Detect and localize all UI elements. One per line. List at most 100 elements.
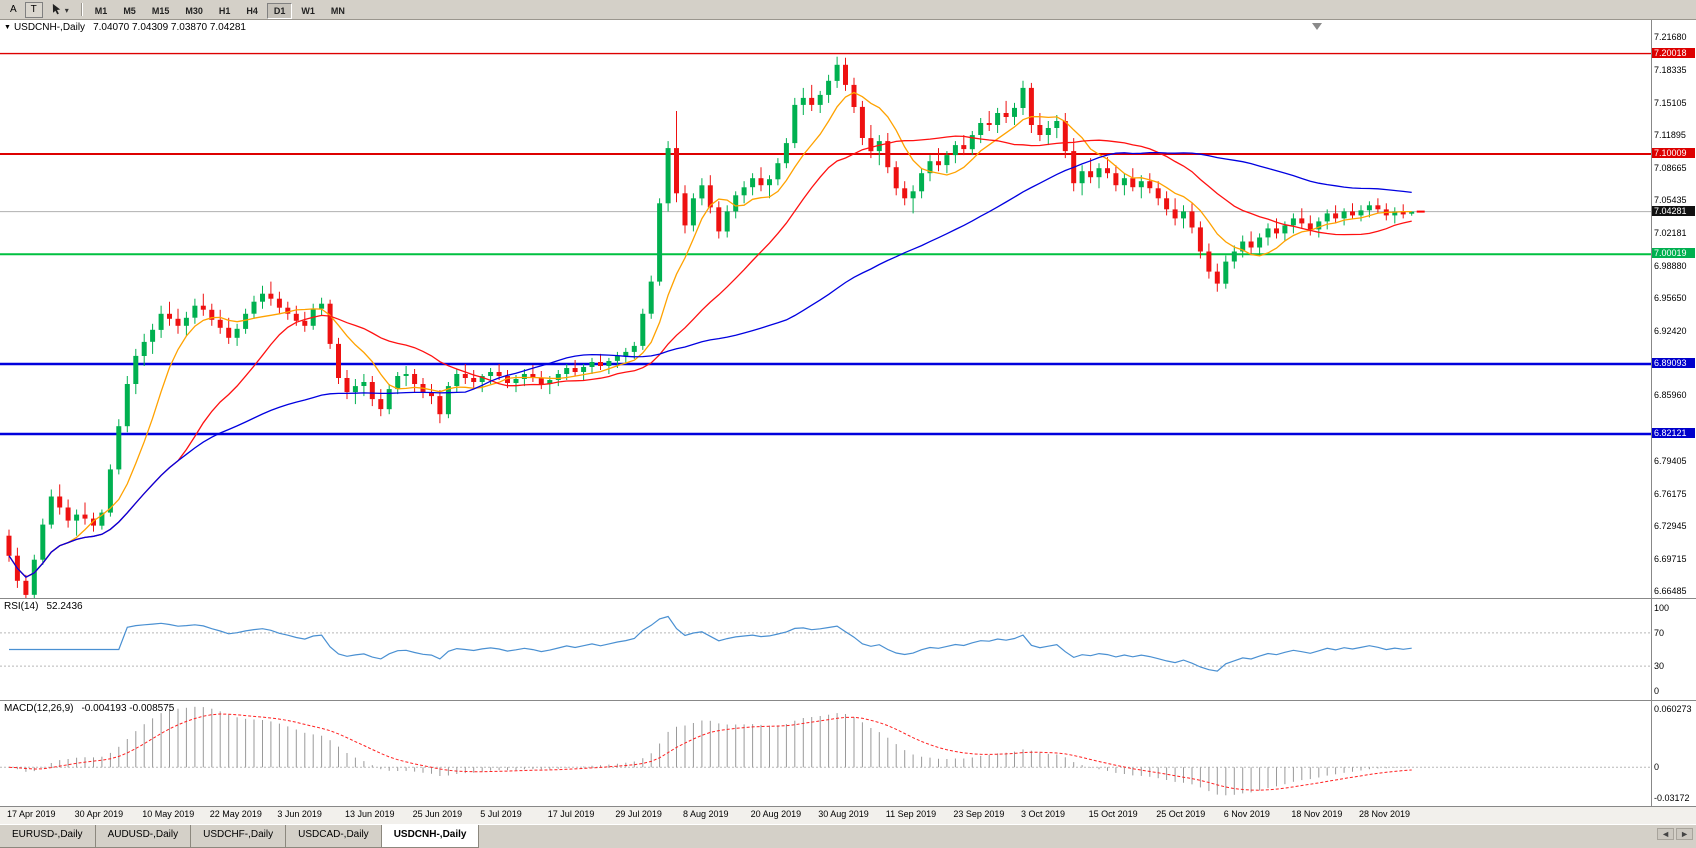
date-label: 3 Oct 2019: [1021, 809, 1066, 819]
price-axis-label: 7.18335: [1654, 65, 1687, 76]
date-label: 25 Jun 2019: [412, 809, 463, 819]
tab-scroll-arrows: ◄ ►: [1655, 828, 1693, 840]
tab-scroll-left-icon[interactable]: ◄: [1657, 828, 1675, 840]
rsi-axis-label: 30: [1654, 661, 1665, 672]
price-axis[interactable]: 7.21680 7.18335 7.15105 7.11895 7.08665 7.054…: [1651, 20, 1696, 598]
price-axis-label: 7.15105: [1654, 97, 1687, 108]
timeframe-button-m15[interactable]: M15: [151, 5, 170, 16]
date-label: 10 May 2019: [142, 809, 195, 819]
price-chart-plot[interactable]: [0, 20, 1652, 598]
rsi-axis-label: 70: [1654, 627, 1665, 638]
macd-label: MACD(12,26,9): [4, 703, 74, 714]
candlestick-chart: [0, 23, 1652, 598]
price-axis-label: 6.92420: [1654, 325, 1687, 336]
price-axis-label: 6.79405: [1654, 456, 1687, 467]
date-label: 29 Jul 2019: [615, 809, 662, 819]
rsi-line-chart: [0, 615, 1652, 672]
chart-title: ▼ USDCNH-,Daily 7.04070 7.04309 7.03870 7.…: [4, 22, 246, 33]
price-level-badge: 7.04281: [1652, 205, 1695, 216]
macd-header: MACD(12,26,9) -0.004193 -0.008575: [4, 703, 174, 714]
arrow-mode-button[interactable]: A: [10, 3, 17, 15]
chart-region: ▼ USDCNH-,Daily 7.04070 7.04309 7.03870 7.…: [0, 20, 1696, 824]
price-axis-label: 7.21680: [1654, 31, 1687, 42]
price-axis-label: 7.02181: [1654, 227, 1687, 238]
tab-eurusd[interactable]: EURUSD-,Daily: [0, 825, 96, 848]
date-label: 13 Jun 2019: [345, 809, 395, 819]
macd-axis-label: 0: [1654, 762, 1660, 773]
text-tool-button[interactable]: T: [24, 1, 43, 18]
timeframe-button-m5[interactable]: M5: [123, 5, 136, 16]
date-label: 28 Nov 2019: [1359, 809, 1411, 819]
timeframe-button-h1[interactable]: H1: [218, 5, 231, 16]
date-label: 5 Jul 2019: [480, 809, 522, 819]
price-axis-label: 6.69715: [1654, 553, 1687, 564]
macd-axis-label: 0.060273: [1654, 704, 1692, 714]
toolbar-separator: [80, 3, 82, 16]
price-axis-label: 6.85960: [1654, 390, 1687, 401]
tab-usdcnh[interactable]: USDCNH-,Daily: [380, 825, 480, 848]
price-axis-label: 7.11895: [1654, 130, 1686, 141]
cursor-tool-icon: [52, 3, 61, 14]
date-label: 3 Jun 2019: [277, 809, 322, 819]
timeframe-button-d1[interactable]: D1: [266, 2, 293, 19]
date-label: 20 Aug 2019: [750, 809, 802, 819]
date-label: 17 Apr 2019: [7, 809, 56, 819]
date-label: 22 May 2019: [209, 809, 262, 819]
macd-histogram-chart: [0, 706, 1652, 796]
date-label: 17 Jul 2019: [547, 809, 595, 819]
timeframe-button-h4[interactable]: H4: [246, 5, 258, 16]
macd-plot[interactable]: [0, 701, 1652, 806]
macd-axis-label: -0.03172: [1654, 793, 1690, 803]
price-axis-label: 7.08665: [1654, 162, 1687, 173]
macd-pane: MACD(12,26,9) -0.004193 -0.008575 0.06027…: [0, 700, 1696, 806]
date-label: 8 Aug 2019: [683, 809, 729, 819]
date-label: 15 Oct 2019: [1088, 809, 1138, 819]
date-label: 11 Sep 2019: [885, 809, 937, 819]
price-axis-label: 6.76175: [1654, 488, 1687, 499]
price-axis-label: 6.95650: [1654, 293, 1687, 304]
date-label: 6 Nov 2019: [1223, 809, 1270, 819]
rsi-header: RSI(14) 52.2436: [4, 601, 83, 612]
date-label: 18 Nov 2019: [1291, 809, 1343, 819]
tab-audusd[interactable]: AUDUSD-,Daily: [94, 825, 192, 848]
chart-tab-bar: EURUSD-,Daily AUDUSD-,Daily USDCHF-,Daily U…: [0, 824, 1696, 848]
timeframe-buttons-group: M1 M5 M15 M30 H1 H4 D1 W1 MN: [87, 1, 353, 19]
tab-scroll-right-icon[interactable]: ►: [1676, 828, 1693, 840]
rsi-axis-label: 100: [1654, 603, 1670, 613]
price-axis-label: 6.66485: [1654, 586, 1687, 597]
timeframe-button-w1[interactable]: W1: [301, 5, 315, 16]
price-level-badge: 7.20018: [1652, 47, 1695, 58]
price-level-badge: 6.89093: [1652, 358, 1695, 369]
macd-axis[interactable]: 0.060273 0 -0.03172: [1651, 701, 1696, 806]
date-label: 30 Apr 2019: [74, 809, 124, 819]
tab-usdchf[interactable]: USDCHF-,Daily: [190, 825, 287, 848]
price-axis-label: 6.98880: [1654, 260, 1687, 271]
price-level-badge: 7.00019: [1652, 248, 1695, 259]
date-label: 23 Sep 2019: [953, 809, 1005, 819]
macd-values: -0.004193 -0.008575: [81, 703, 175, 714]
price-level-badge: 6.82121: [1652, 428, 1695, 439]
collapse-triangle-icon[interactable]: ▼: [4, 24, 11, 31]
rsi-axis[interactable]: 100 70 30 0: [1651, 599, 1696, 700]
rsi-label: RSI(14): [4, 601, 39, 612]
rsi-value: 52.2436: [46, 601, 83, 612]
cursor-tool-dropdown-button[interactable]: ▾: [45, 1, 75, 19]
main-toolbar: A T ▾ M1 M5 M15 M30 H1 H4 D1 W1 MN: [0, 0, 1696, 20]
price-axis-label: 6.72945: [1654, 521, 1687, 532]
timeframe-button-m30[interactable]: M30: [185, 5, 203, 16]
timeframe-button-mn[interactable]: MN: [330, 5, 345, 16]
price-axis-label: 7.05435: [1654, 194, 1687, 205]
tab-usdcad[interactable]: USDCAD-,Daily: [285, 825, 382, 848]
time-axis[interactable]: 17 Apr 2019 30 Apr 2019 10 May 2019 22 May …: [0, 806, 1696, 824]
price-level-badge: 7.10009: [1652, 148, 1695, 159]
rsi-plot[interactable]: [0, 599, 1652, 700]
rsi-pane: RSI(14) 52.2436 100 70 30 0: [0, 598, 1696, 700]
date-label: 30 Aug 2019: [818, 809, 869, 819]
main-chart-pane: ▼ USDCNH-,Daily 7.04070 7.04309 7.03870 7.…: [0, 20, 1696, 598]
ohlc-values: 7.04070 7.04309 7.03870 7.04281: [93, 22, 246, 33]
symbol-period-label: USDCNH-,Daily: [13, 22, 86, 33]
timeframe-button-m1[interactable]: M1: [94, 5, 108, 16]
date-label: 25 Oct 2019: [1156, 809, 1206, 819]
chevron-down-icon: ▾: [64, 5, 69, 15]
